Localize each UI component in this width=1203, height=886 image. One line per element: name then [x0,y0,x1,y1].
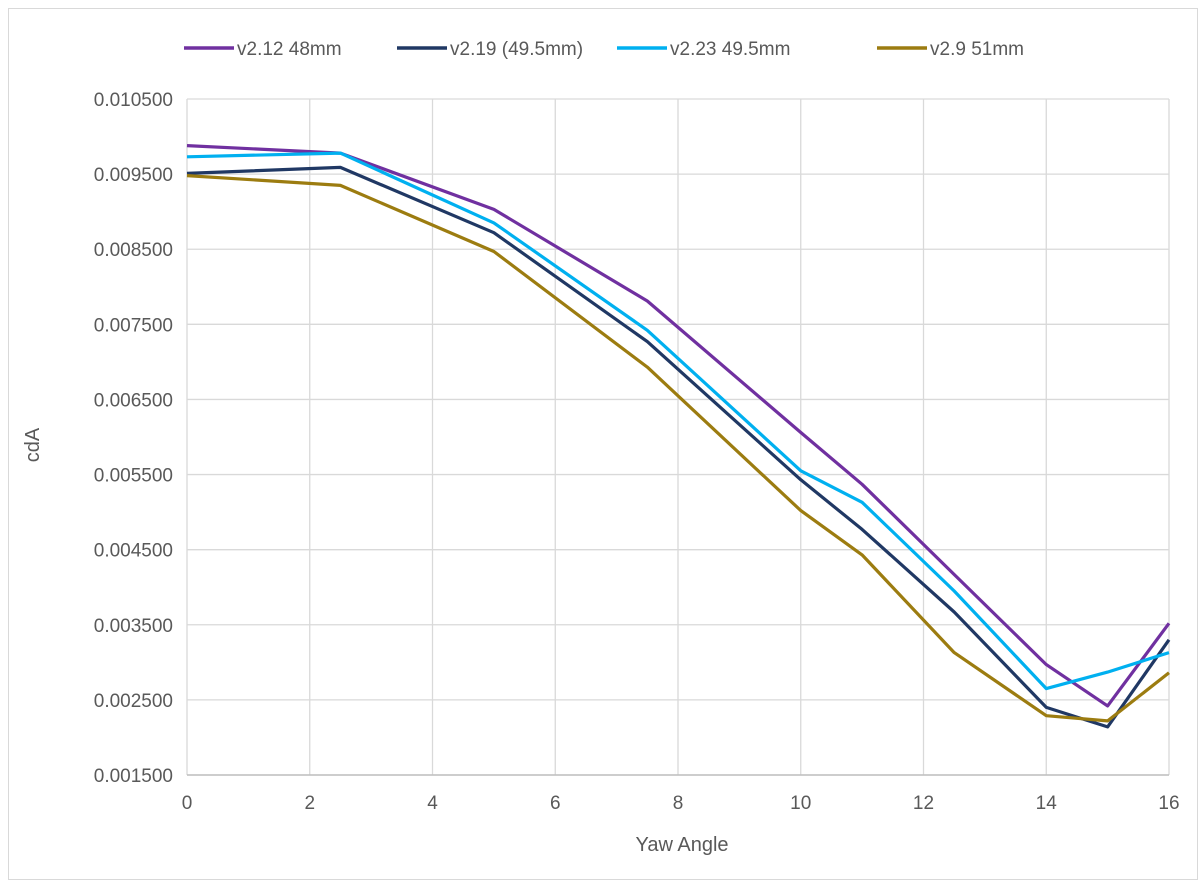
y-tick-label: 0.010500 [94,90,173,111]
line-chart: 0.001500 0.002500 0.003500 0.004500 0.005500… [22,39,1180,856]
x-tick-label: 4 [427,793,438,814]
series-lines [186,144,1171,729]
legend-label: v2.9 51mm [930,39,1024,60]
x-axis-title: Yaw Angle [635,834,728,856]
axes: 0.001500 0.002500 0.003500 0.004500 0.005500… [94,90,1180,814]
x-tick-label: 10 [790,793,811,814]
y-tick-label: 0.007500 [94,315,173,336]
legend-label: v2.19 (49.5mm) [450,39,583,60]
legend-label: v2.12 48mm [237,39,342,60]
x-tick-label: 2 [304,793,315,814]
x-tick-label: 14 [1036,793,1058,814]
y-tick-label: 0.005500 [94,466,173,487]
legend-label: v2.23 49.5mm [670,39,790,60]
series-line-4 [186,174,1170,723]
x-tick-label: 6 [550,793,561,814]
y-tick-label: 0.004500 [94,541,173,562]
chart-frame: 0.001500 0.002500 0.003500 0.004500 0.005500… [8,8,1198,880]
x-tick-label: 0 [182,793,193,814]
series-line-1 [186,144,1171,708]
gridlines [186,98,1170,776]
y-tick-label: 0.002500 [94,691,173,712]
x-tick-label: 8 [673,793,684,814]
y-tick-label: 0.006500 [94,390,173,411]
y-tick-label: 0.003500 [94,616,173,637]
x-tick-label: 12 [913,793,934,814]
y-tick-label: 0.001500 [94,766,173,787]
y-axis-title: cdA [22,427,44,462]
y-tick-label: 0.008500 [94,240,173,261]
legend: v2.12 48mm v2.19 (49.5mm) v2.23 49.5mm v2.9… [184,39,1024,60]
y-tick-label: 0.009500 [94,165,173,186]
series-line-3 [186,151,1170,691]
x-tick-label: 16 [1158,793,1179,814]
